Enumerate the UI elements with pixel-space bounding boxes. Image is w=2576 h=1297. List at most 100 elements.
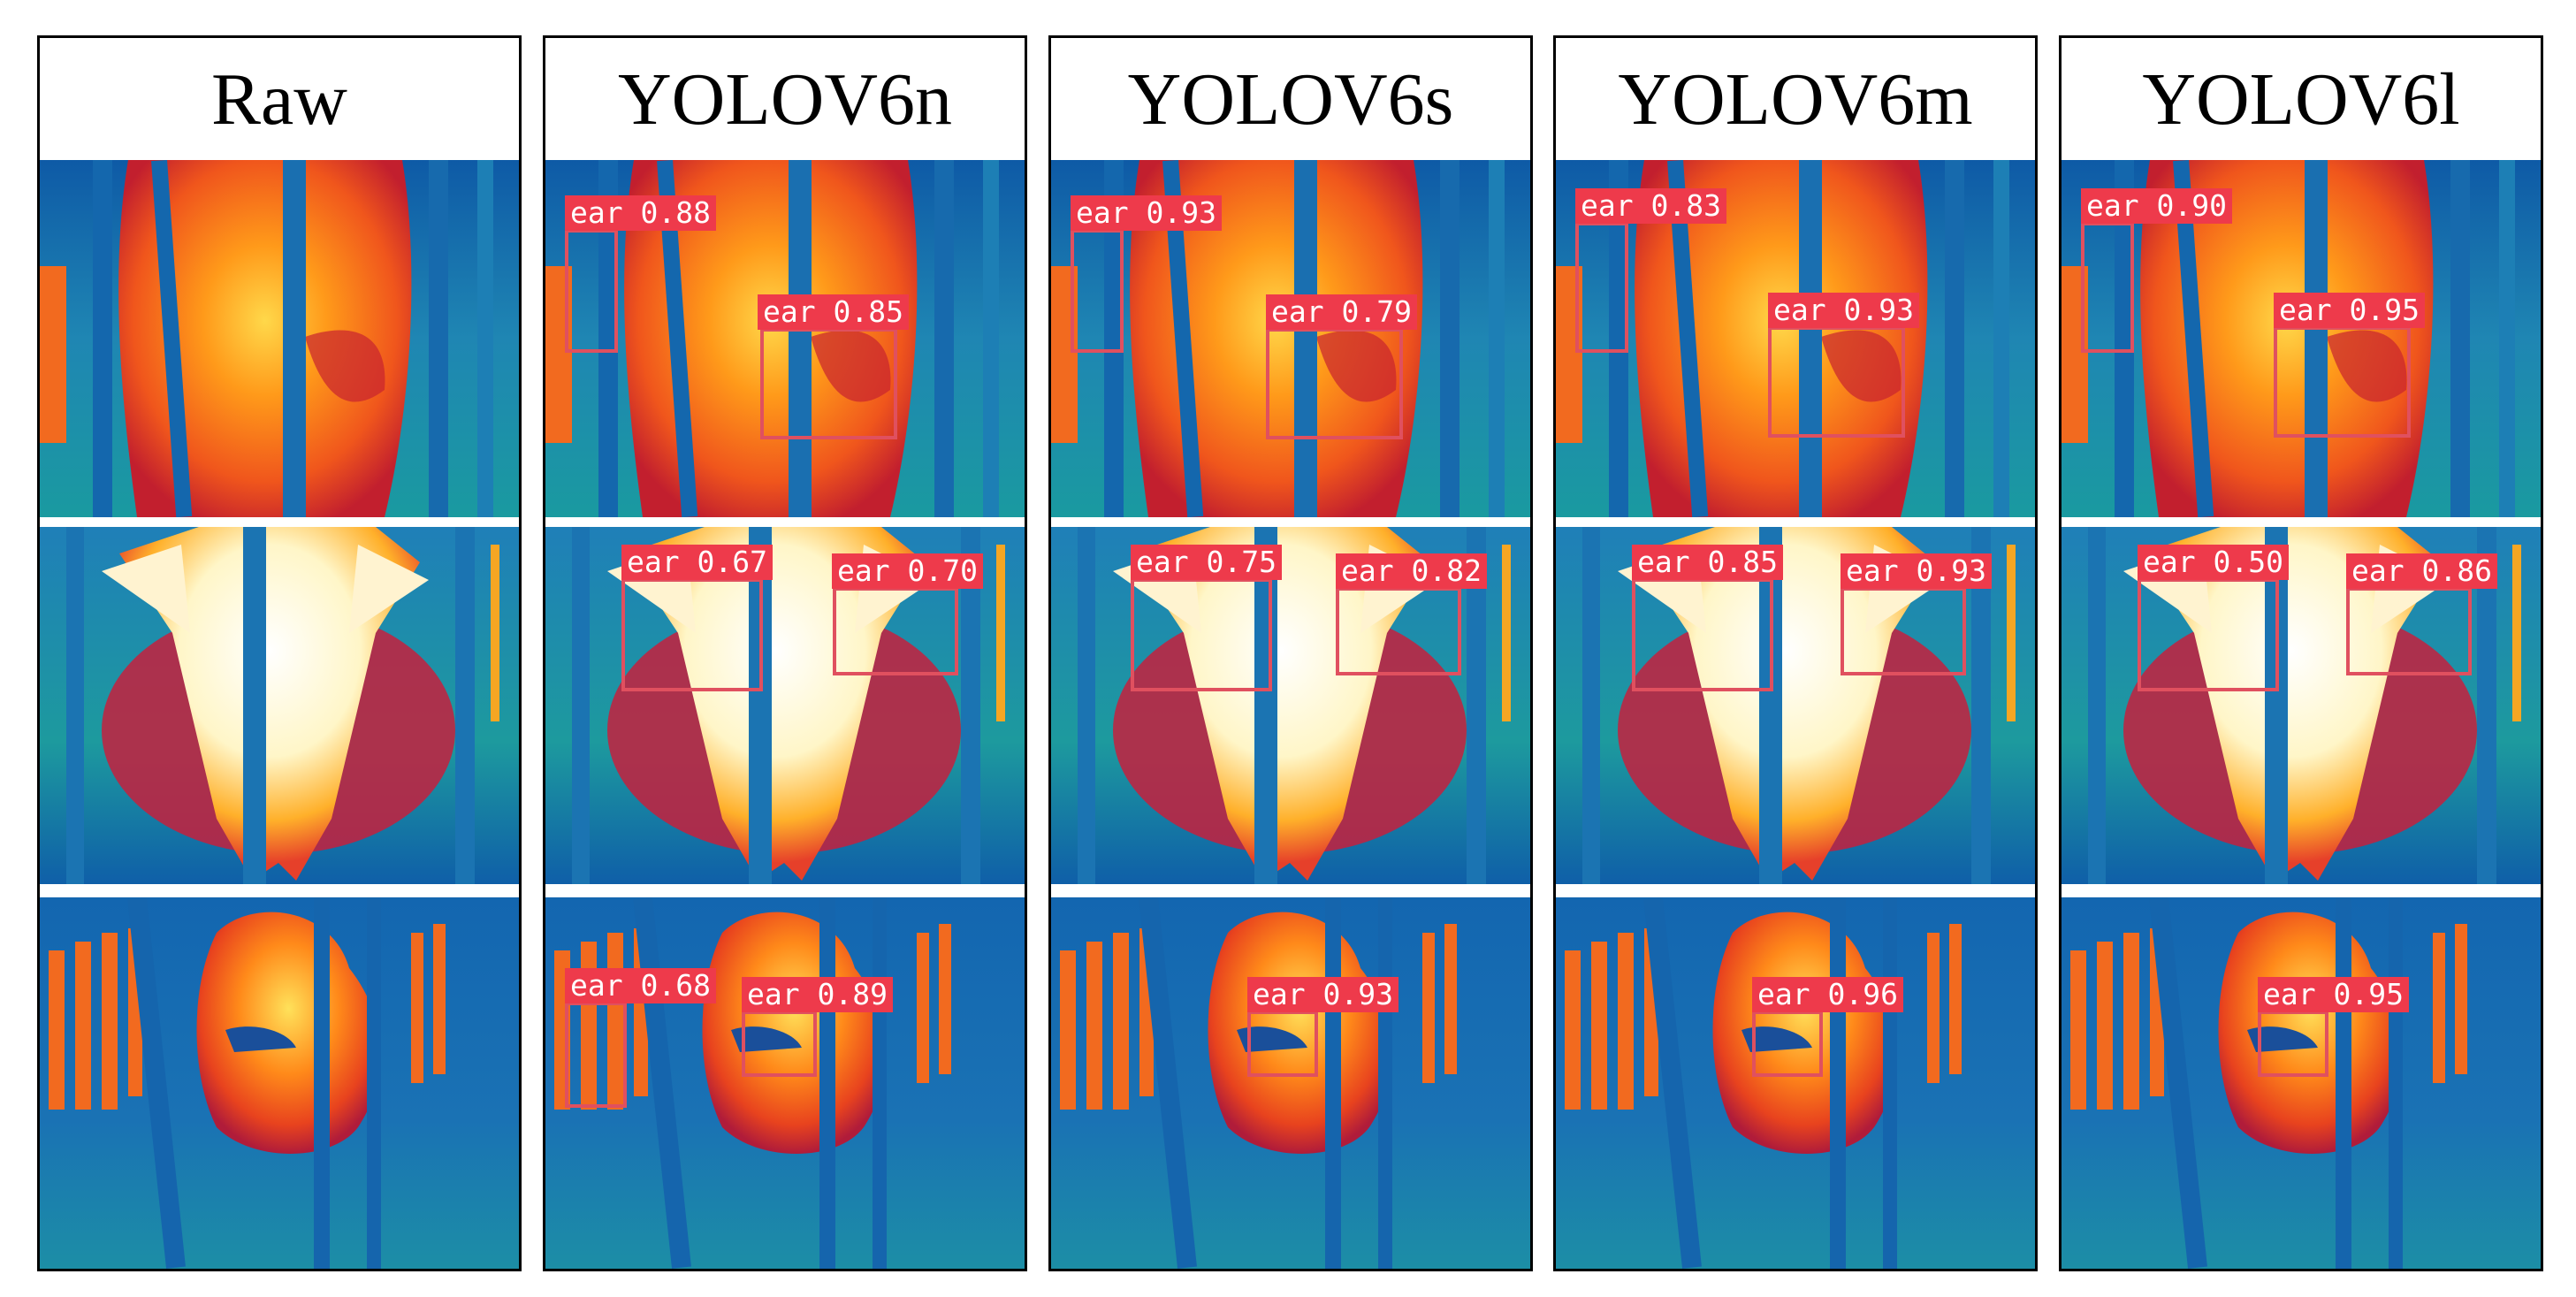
detection-box [621,578,763,691]
thermal-image-panel-row-2: ear 0.67 ear 0.70 [545,527,1025,884]
detection-label: ear 0.93 [1768,293,1919,328]
confidence-score: 0.67 [697,545,767,579]
confidence-score: 0.93 [1146,195,1216,230]
detection-box [1841,587,1966,675]
detection-label: ear 0.68 [565,968,716,1003]
detection-box [1632,578,1773,691]
detection-box [2346,587,2472,675]
detection-box [760,328,897,439]
thermal-pig-image [1556,897,2035,1269]
thermal-image-panel-row-2 [40,527,519,884]
detection-label: ear 0.93 [1071,195,1222,231]
confidence-score: 0.50 [2213,545,2283,579]
confidence-score: 0.70 [907,553,978,588]
class-name: ear [570,968,623,1003]
class-name: ear [627,545,680,579]
detection-box [1266,328,1403,439]
detection-box [833,587,958,675]
column-yolov6s: YOLOV6s ear 0.93 ear 0.79 [1048,35,1533,1271]
detection-box [1247,1011,1318,1077]
class-name: ear [570,195,623,230]
confidence-score: 0.90 [2156,188,2227,223]
detection-label: ear 0.93 [1247,977,1399,1012]
column-title: YOLOV6l [2142,57,2460,141]
confidence-score: 0.68 [640,968,711,1003]
confidence-score: 0.86 [2421,553,2492,588]
confidence-score: 0.83 [1650,188,1721,223]
detection-label: ear 0.75 [1131,545,1282,580]
thermal-pig-image [40,897,519,1269]
detection-box [742,1011,817,1077]
class-name: ear [763,294,816,329]
class-name: ear [1076,195,1129,230]
detection-label: ear 0.67 [621,545,773,580]
thermal-image-panel-row-3: ear 0.93 [1051,897,1530,1269]
detection-box [1131,578,1272,691]
thermal-image-panel-row-1: ear 0.90 ear 0.95 [2062,160,2541,517]
class-name: ear [2263,977,2316,1011]
confidence-score: 0.85 [833,294,903,329]
thermal-pig-image [1051,897,1530,1269]
detection-box [2274,326,2411,438]
class-name: ear [747,977,800,1011]
thermal-image-panel-row-2: ear 0.75 ear 0.82 [1051,527,1530,884]
confidence-score: 0.95 [2333,977,2404,1011]
detection-label: ear 0.95 [2274,293,2425,328]
class-name: ear [1637,545,1690,579]
detection-box [565,229,618,353]
class-name: ear [1271,294,1324,329]
column-title: YOLOV6n [618,57,952,141]
confidence-score: 0.89 [817,977,888,1011]
detection-box [565,1002,627,1108]
detection-label: ear 0.50 [2138,545,2289,580]
confidence-score: 0.93 [1322,977,1393,1011]
confidence-score: 0.79 [1341,294,1412,329]
column-title: Raw [211,57,347,141]
class-name: ear [2143,545,2196,579]
detection-box [1768,326,1905,438]
class-name: ear [1757,977,1810,1011]
class-name: ear [1341,553,1394,588]
thermal-image-panel-row-1: ear 0.88 ear 0.85 [545,160,1025,517]
detection-label: ear 0.83 [1575,188,1726,224]
thermal-image-panel-row-3: ear 0.96 [1556,897,2035,1269]
detection-label: ear 0.95 [2258,977,2409,1012]
class-name: ear [837,553,890,588]
confidence-score: 0.96 [1827,977,1898,1011]
detection-box [1575,222,1628,353]
thermal-image-panel-row-1 [40,160,519,517]
detection-box [1336,587,1461,675]
class-name: ear [1581,188,1634,223]
class-name: ear [2351,553,2405,588]
detection-label: ear 0.90 [2081,188,2232,224]
thermal-image-panel-row-2: ear 0.50 ear 0.86 [2062,527,2541,884]
confidence-score: 0.85 [1707,545,1778,579]
thermal-image-panel-row-1: ear 0.83 ear 0.93 [1556,160,2035,517]
column-raw: Raw [37,35,522,1271]
detection-box [2081,222,2134,353]
confidence-score: 0.82 [1411,553,1482,588]
confidence-score: 0.93 [1916,553,1986,588]
column-yolov6l: YOLOV6l ear 0.90 ear 0.95 [2059,35,2543,1271]
detection-label: ear 0.79 [1266,294,1417,330]
class-name: ear [1253,977,1306,1011]
confidence-score: 0.93 [1843,293,1914,327]
confidence-score: 0.95 [2349,293,2420,327]
detection-label: ear 0.89 [742,977,893,1012]
detection-box [1752,1011,1823,1077]
column-yolov6n: YOLOV6n ear 0.88 ear 0.85 [543,35,1027,1271]
thermal-image-panel-row-3: ear 0.95 [2062,897,2541,1269]
thermal-pig-image [2062,897,2541,1269]
detection-box [2258,1011,2328,1077]
thermal-pig-image [40,527,519,884]
detection-box [1071,229,1124,353]
class-name: ear [1773,293,1826,327]
detection-label: ear 0.96 [1752,977,1903,1012]
column-yolov6m: YOLOV6m ear 0.83 ear 0.93 [1553,35,2038,1271]
thermal-image-panel-row-1: ear 0.93 ear 0.79 [1051,160,1530,517]
thermal-pig-image [40,160,519,517]
detection-label: ear 0.93 [1841,553,1992,589]
thermal-image-panel-row-3: ear 0.68 ear 0.89 [545,897,1025,1269]
thermal-image-panel-row-3 [40,897,519,1269]
detection-label: ear 0.86 [2346,553,2497,589]
